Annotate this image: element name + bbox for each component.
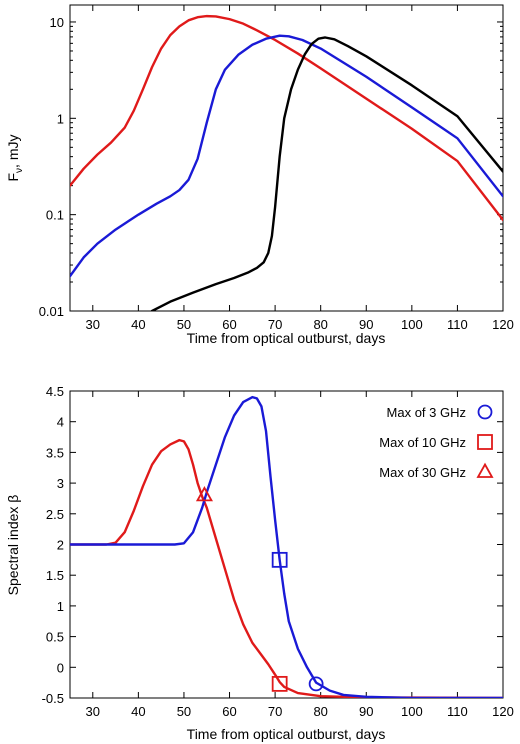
flux-chart-frame <box>69 4 504 312</box>
y-tick-label: 1 <box>57 111 64 126</box>
x-tick-label: 80 <box>313 317 327 332</box>
y-tick-label: 0.1 <box>46 208 64 223</box>
x-tick-label: 70 <box>268 704 282 719</box>
spectral-x-axis: 30 40 50 60 70 80 90 100 110 120 <box>86 391 514 719</box>
flux-series <box>70 14 503 311</box>
x-tick-label: 40 <box>131 704 145 719</box>
spectral-index-chart: 30 40 50 60 70 80 90 100 110 120 -0.5 0 0.5 1 1.5 2 2.5… <box>5 384 514 742</box>
flux-series-line-2 <box>150 36 503 311</box>
flux-y-label-sub: ν <box>14 168 25 173</box>
data-marker-square <box>271 551 288 568</box>
spectral-x-axis-label: Time from optical outburst, days <box>187 726 386 742</box>
x-tick-label: 110 <box>447 317 468 332</box>
spectral-legend: Max of 3 GHz Max of 10 GHz Max of 30 GHz <box>379 404 494 480</box>
x-tick-label: 120 <box>492 704 514 719</box>
x-tick-label: 60 <box>222 704 236 719</box>
spectral-y-axis-label: Spectral index β <box>5 495 21 596</box>
x-tick-label: 30 <box>86 704 100 719</box>
x-tick-label: 110 <box>447 704 468 719</box>
flux-series-line-1 <box>70 34 503 278</box>
x-tick-label: 60 <box>222 317 236 332</box>
x-tick-label: 80 <box>313 704 327 719</box>
legend-marker-square <box>477 434 493 450</box>
y-tick-label: 3 <box>57 476 64 491</box>
x-tick-label: 70 <box>268 317 282 332</box>
y-tick-label: 0.01 <box>39 304 64 319</box>
y-tick-label: 2.5 <box>46 507 64 522</box>
flux-series-line-0 <box>70 14 503 222</box>
y-tick-label: 3.5 <box>46 445 64 460</box>
spectral-y-axis: -0.5 0 0.5 1 1.5 2 2.5 3 3.5 4 4.5 <box>42 384 503 706</box>
legend-label: Max of 30 GHz <box>379 465 466 480</box>
legend-marker-triangle <box>476 462 494 478</box>
x-tick-label: 100 <box>401 317 423 332</box>
flux-x-axis-label: Time from optical outburst, days <box>187 330 386 346</box>
data-marker-circle <box>308 676 324 692</box>
flux-y-label-rest: , mJy <box>5 134 21 167</box>
x-tick-label: 50 <box>177 317 191 332</box>
spectral-series-line-1 <box>70 395 503 698</box>
flux-y-axis-label: Fν, mJy <box>5 134 25 181</box>
x-tick-label: 30 <box>86 317 100 332</box>
data-marker-square <box>271 675 288 692</box>
data-marker-triangle <box>195 486 213 502</box>
y-tick-label: 1.5 <box>46 568 64 583</box>
spectral-series <box>70 395 503 698</box>
x-tick-label: 100 <box>401 704 423 719</box>
flux-y-label-main: F <box>5 173 21 182</box>
legend-label: Max of 10 GHz <box>379 435 466 450</box>
x-tick-label: 90 <box>359 317 373 332</box>
flux-x-axis: 30 40 50 60 70 80 90 100 110 120 <box>86 5 514 332</box>
y-tick-label: -0.5 <box>42 691 64 706</box>
y-tick-label: 10 <box>50 15 64 30</box>
y-tick-label: 4 <box>57 415 64 430</box>
x-tick-label: 40 <box>131 317 145 332</box>
legend-marker-circle <box>477 404 493 420</box>
y-tick-label: 2 <box>57 538 64 553</box>
x-tick-label: 50 <box>177 704 191 719</box>
y-tick-label: 0 <box>57 660 64 675</box>
y-tick-label: 1 <box>57 599 64 614</box>
y-tick-label: 0.5 <box>46 630 64 645</box>
x-tick-label: 90 <box>359 704 373 719</box>
legend-label: Max of 3 GHz <box>387 405 466 420</box>
x-tick-label: 120 <box>492 317 514 332</box>
spectral-markers <box>195 486 324 692</box>
flux-y-axis: 0.01 0.1 1 10 <box>39 15 503 319</box>
y-tick-label: 4.5 <box>46 384 64 399</box>
